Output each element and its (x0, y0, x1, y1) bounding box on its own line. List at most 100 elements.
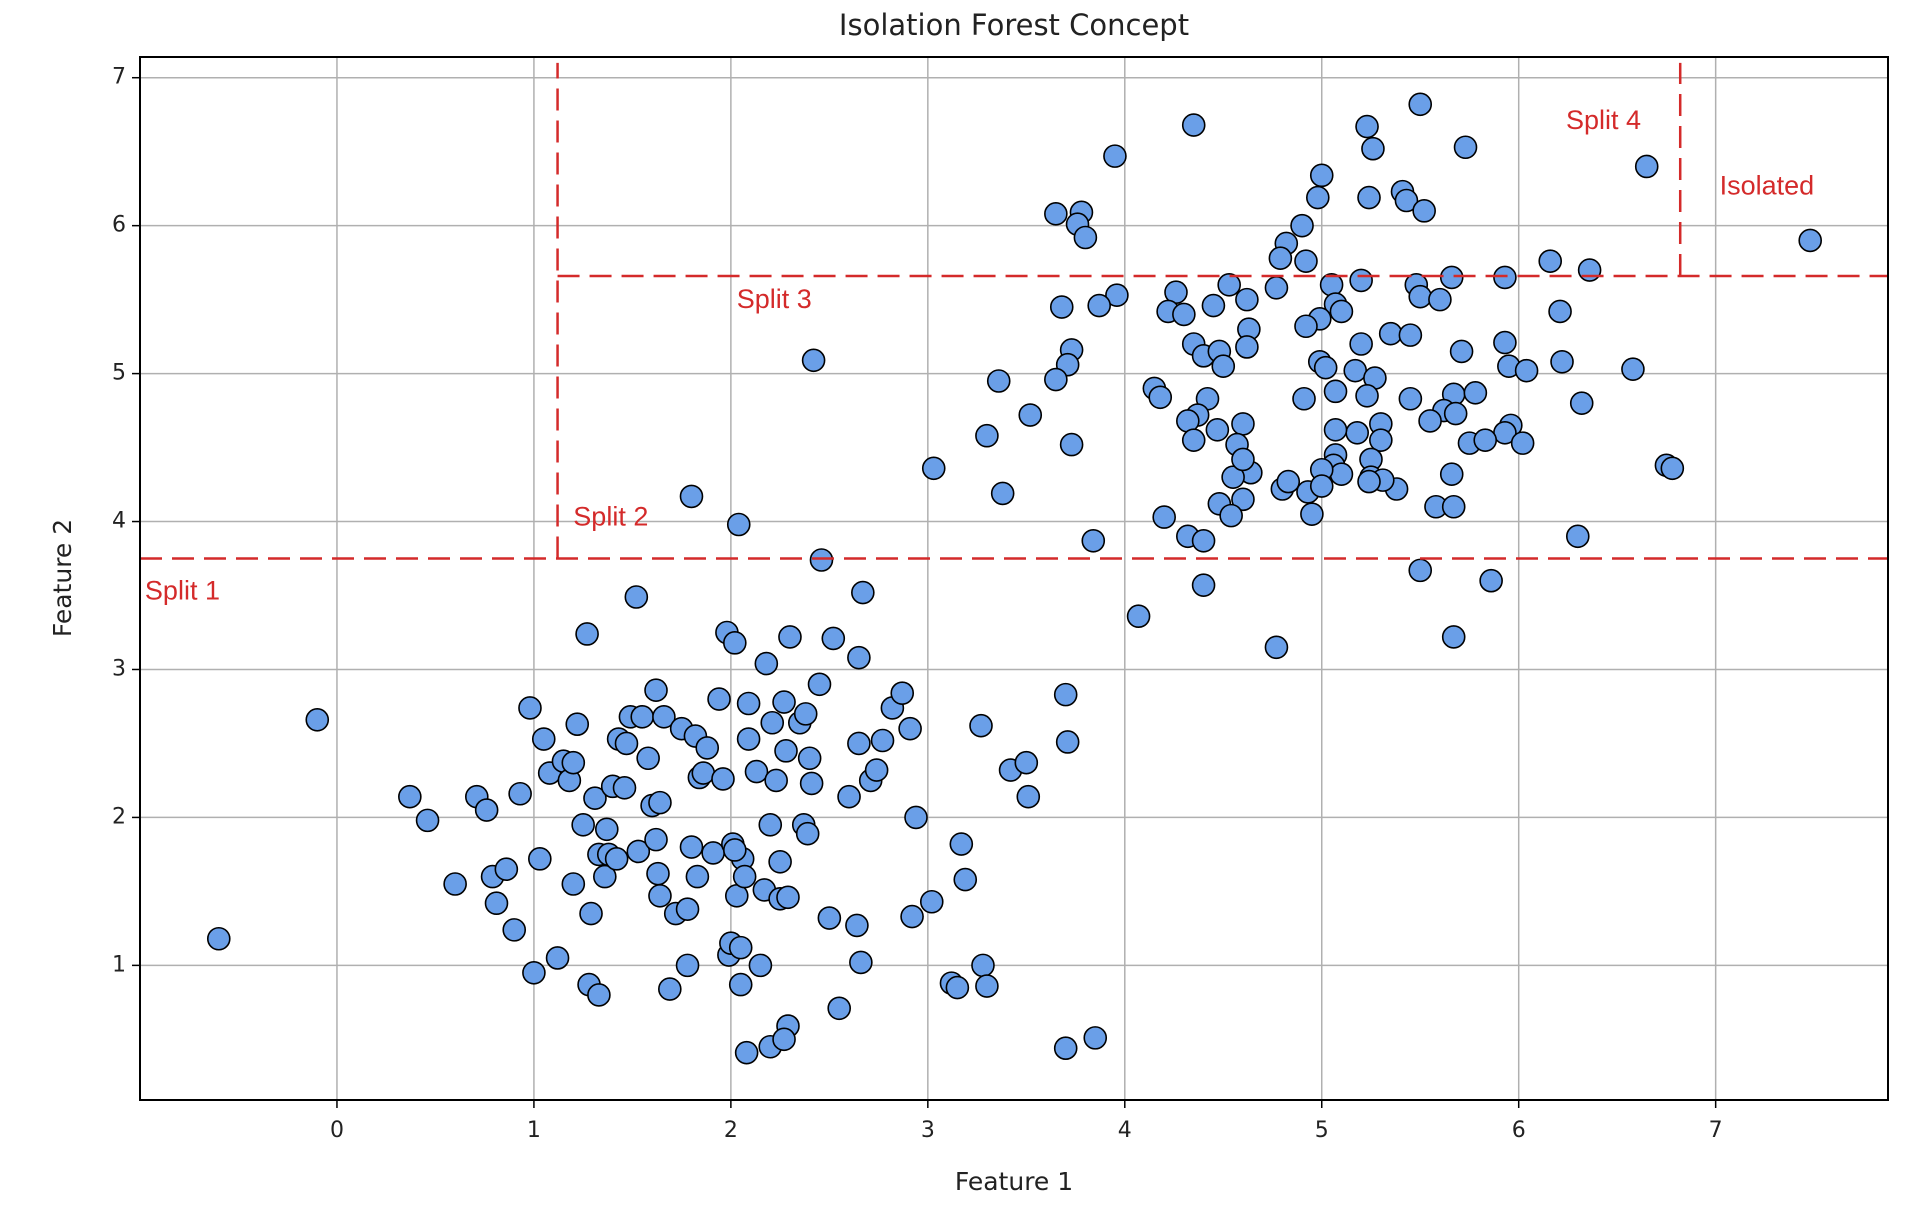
data-point (1018, 403, 1043, 427)
data-point (474, 798, 499, 822)
data-point (1361, 136, 1385, 161)
data-point (644, 827, 668, 852)
data-point (795, 821, 820, 846)
data-point (1235, 335, 1259, 359)
data-point (1181, 113, 1206, 137)
data-point (845, 913, 869, 938)
data-point (691, 761, 716, 785)
data-point (1449, 339, 1474, 364)
data-point (685, 864, 710, 889)
data-point (1268, 246, 1293, 271)
x-tick-label: 3 (921, 1118, 935, 1143)
data-point (1357, 185, 1381, 210)
data-point (1479, 568, 1503, 593)
data-point (1081, 528, 1106, 553)
data-point (904, 805, 928, 830)
data-point (990, 481, 1015, 506)
data-point (1550, 349, 1574, 374)
data-point (1105, 283, 1129, 307)
data-point (1148, 385, 1173, 410)
data-point (1577, 258, 1602, 282)
x-tick-label: 6 (1512, 1118, 1526, 1143)
data-point (975, 974, 999, 998)
data-point (1569, 391, 1594, 415)
data-point (1323, 418, 1348, 442)
data-point (522, 960, 546, 985)
data-point (754, 651, 779, 676)
data-point (646, 861, 670, 886)
data-point (1345, 420, 1369, 445)
data-point (1044, 367, 1068, 392)
data-point (1463, 381, 1488, 405)
data-point (398, 784, 422, 809)
chart-title: Isolation Forest Concept (839, 8, 1189, 42)
data-point (847, 731, 871, 756)
data-point (949, 832, 974, 856)
data-point (975, 423, 999, 448)
data-point (1394, 188, 1419, 213)
data-point (575, 622, 599, 646)
data-point (764, 768, 788, 793)
data-point (1172, 302, 1196, 327)
x-tick-label: 7 (1709, 1118, 1723, 1143)
data-point (545, 946, 570, 970)
y-axis-label: Feature 2 (48, 519, 77, 637)
data-point (518, 696, 542, 720)
data-point (1323, 379, 1348, 404)
data-point (1408, 284, 1433, 309)
data-point (604, 847, 629, 871)
data-point (1398, 386, 1423, 411)
data-point (945, 975, 970, 1000)
data-point (1621, 357, 1645, 381)
data-point (571, 813, 595, 837)
data-point (1309, 163, 1334, 188)
data-point (1306, 185, 1330, 210)
data-point (986, 369, 1011, 393)
data-point (1191, 528, 1216, 553)
data-point (890, 681, 915, 705)
data-point (415, 808, 440, 833)
annotation: Isolated (1720, 170, 1815, 200)
data-point (711, 767, 735, 791)
data-point (1044, 202, 1068, 226)
data-point (1300, 502, 1324, 526)
x-tick-label: 2 (724, 1118, 738, 1143)
data-point (1219, 503, 1243, 528)
data-point (1087, 293, 1111, 318)
data-point (1231, 412, 1255, 436)
data-point (827, 996, 852, 1021)
data-point (776, 885, 800, 910)
x-tick-label: 1 (527, 1118, 541, 1143)
data-point (778, 625, 802, 649)
data-point (1264, 275, 1289, 300)
data-point (921, 456, 946, 481)
data-point (1264, 635, 1289, 660)
data-point (1231, 487, 1255, 512)
data-point (900, 904, 924, 929)
data-point (1016, 784, 1041, 809)
data-point (644, 678, 668, 702)
data-point (1514, 358, 1539, 383)
x-tick-label: 4 (1118, 1118, 1132, 1143)
data-point (1059, 432, 1084, 457)
y-tick-label: 2 (112, 804, 126, 829)
data-point (484, 891, 509, 916)
data-point (1441, 625, 1466, 649)
data-point (648, 884, 672, 908)
data-point (1181, 428, 1206, 452)
data-point (1221, 465, 1245, 489)
data-point (726, 512, 751, 537)
data-point (561, 872, 586, 896)
data-point (793, 702, 818, 726)
data-point (1055, 730, 1080, 754)
data-point (1439, 265, 1464, 290)
data-point (1369, 428, 1393, 452)
plot-frame (139, 56, 1889, 1101)
data-point (636, 746, 660, 771)
data-point (821, 626, 846, 651)
data-point (744, 759, 769, 784)
data-point (734, 1040, 759, 1065)
data-point (675, 897, 700, 921)
data-point (723, 631, 747, 655)
data-point (1408, 558, 1433, 583)
